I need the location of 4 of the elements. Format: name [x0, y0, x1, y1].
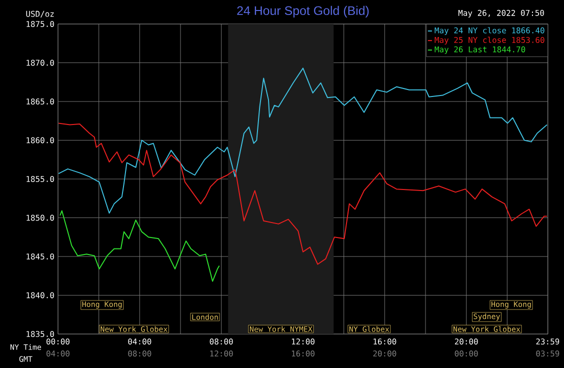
- line-series: [58, 122, 548, 265]
- line-series: [58, 68, 548, 214]
- line-series: [60, 210, 220, 282]
- chart-title: 24 Hour Spot Gold (Bid): [237, 6, 369, 18]
